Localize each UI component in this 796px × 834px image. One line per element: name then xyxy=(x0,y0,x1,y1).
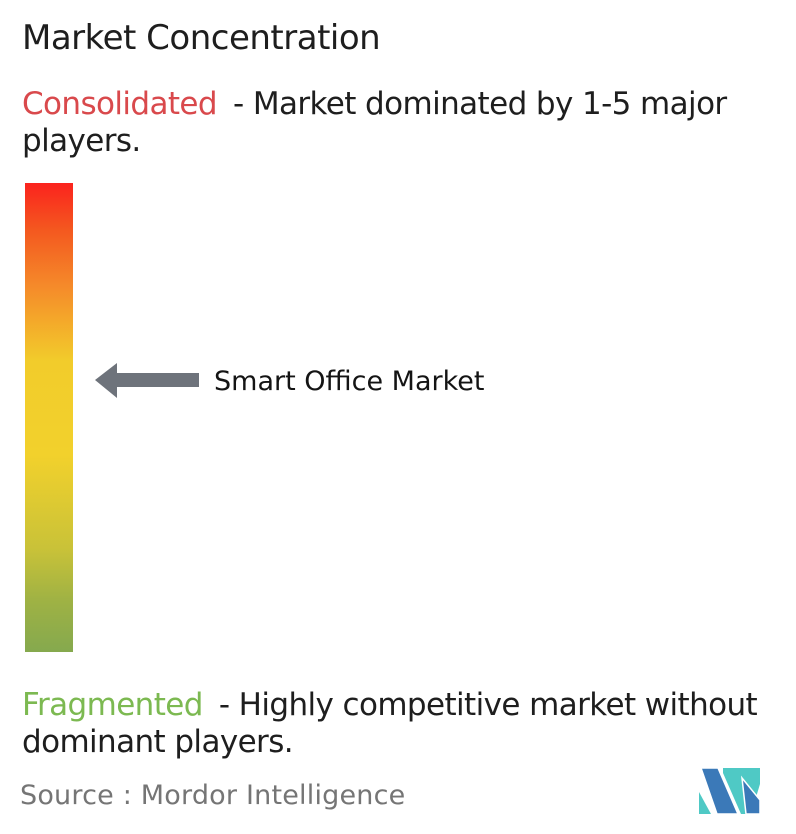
page-title: Market Concentration xyxy=(22,18,381,58)
consolidated-line2: players. xyxy=(22,123,141,159)
fragmented-line1-text: - Highly competitive market without xyxy=(218,687,758,723)
source-attribution: Source : Mordor Intelligence xyxy=(20,780,406,811)
mordor-intelligence-logo-icon xyxy=(699,768,760,814)
concentration-gradient-bar xyxy=(25,183,73,652)
fragmented-description: Fragmented - Highly competitive market wi… xyxy=(22,687,758,761)
left-arrow-icon xyxy=(95,363,199,398)
consolidated-line1: Consolidated - Market dominated by 1-5 ma… xyxy=(22,86,727,123)
fragmented-label: Fragmented xyxy=(22,687,203,723)
fragmented-line1: Fragmented - Highly competitive market wi… xyxy=(22,687,758,724)
consolidated-line1-text: - Market dominated by 1-5 major xyxy=(232,86,727,122)
marker-label: Smart Office Market xyxy=(214,366,485,397)
consolidated-label: Consolidated xyxy=(22,86,218,122)
consolidated-description: Consolidated - Market dominated by 1-5 ma… xyxy=(22,86,727,160)
fragmented-line2: dominant players. xyxy=(22,724,294,760)
